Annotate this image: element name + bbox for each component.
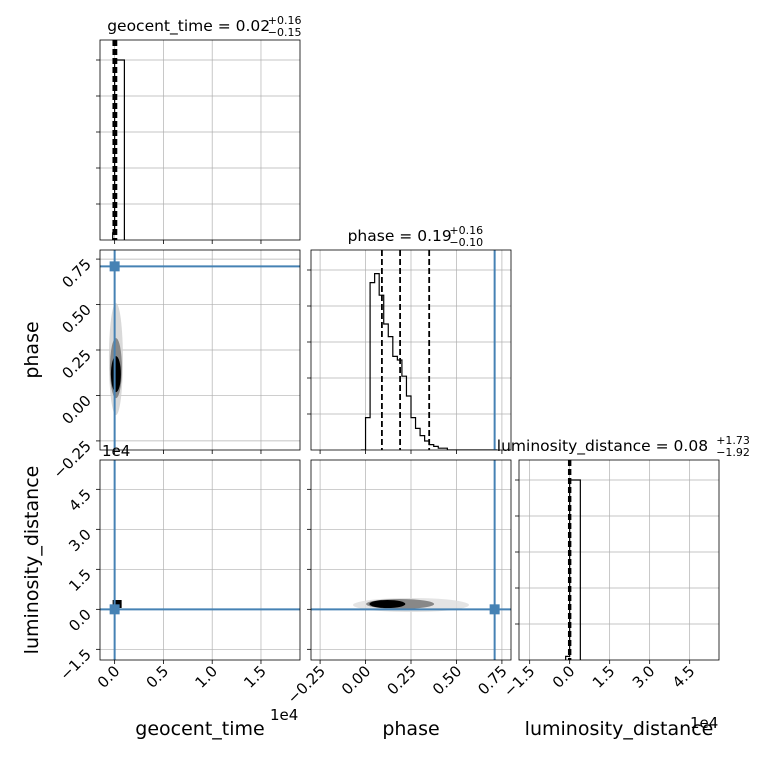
y-exponent-ld: 1e4 [102, 442, 130, 460]
panel-ld-vs-phase [307, 459, 512, 664]
truth-marker-2 [109, 604, 120, 615]
panel-ld-vs-geocent-time-content [100, 460, 300, 660]
panel-ld-content [519, 460, 719, 660]
panel-ld-vs-geocent-time [96, 459, 301, 664]
title-geocent-time-plus: +0.16 [268, 14, 302, 27]
ytick-label-ld-0: −1.5 [56, 645, 94, 683]
xtick-label-phase-3: 0.50 [429, 662, 465, 698]
axis-label-phase: phase [21, 321, 43, 378]
axis-label-ld: luminosity_distance [21, 466, 43, 655]
ytick-label-phase-4: 0.75 [58, 255, 94, 291]
ytick-label-phase-3: 0.50 [58, 301, 94, 337]
panel-phase-content [311, 250, 511, 450]
title-phase-plus: +0.16 [449, 224, 483, 237]
text-layer: geocent_time = 0.02+0.16−0.15−0.250.000.… [21, 14, 750, 740]
xtick-label-phase-0: −0.25 [284, 662, 329, 707]
xtick-label-ld-3: 3.0 [629, 662, 659, 692]
xtick-label-geocent-1: 0.5 [143, 662, 173, 692]
title-geocent-time: geocent_time = 0.02+0.16−0.15 [107, 14, 301, 39]
xtick-label-phase-2: 0.25 [383, 662, 419, 698]
histogram-phase [361, 273, 498, 450]
panel-geocent-time-border [99, 39, 301, 241]
title-geocent-time-main: geocent_time = 0.02 [107, 17, 270, 36]
truth-marker [109, 261, 120, 272]
ytick-label-phase-2: 0.25 [58, 346, 94, 382]
panel-ld-vs-geocent-time-border [99, 459, 301, 661]
ytick-label-phase-1: 0.00 [58, 392, 94, 428]
density-contour-inner [110, 356, 121, 393]
xtick-label-phase-1: 0.00 [338, 662, 374, 698]
ytick-label-phase-0: −0.25 [50, 437, 95, 482]
ytick-label-ld-1: 0.0 [65, 605, 95, 635]
xtick-label-geocent-0: 0.0 [94, 662, 124, 692]
panel-ld-vs-phase-content [311, 460, 511, 660]
axis-label-ld-x: luminosity_distance [525, 718, 714, 740]
x-exponent-ld: 1e4 [690, 714, 718, 732]
truth-marker-3 [489, 604, 500, 615]
xtick-label-ld-4: 4.5 [669, 662, 699, 692]
ytick-label-ld-3: 3.0 [65, 525, 95, 555]
title-ld: luminosity_distance = 0.08 +1.73−1.92 [497, 434, 750, 459]
xtick-label-ld-1: 0.0 [549, 662, 579, 692]
panel-geocent-time-content [100, 40, 300, 240]
panel-phase-vs-geocent-time-content [100, 250, 300, 450]
title-phase: phase = 0.19+0.16−0.10 [348, 224, 484, 249]
density-contour-inner-2 [369, 600, 406, 608]
histogram-ld [565, 479, 581, 660]
xtick-label-geocent-3: 1.5 [240, 662, 270, 692]
title-ld-main: luminosity_distance = 0.08 [497, 437, 708, 456]
panel-geocent-time [96, 39, 301, 244]
title-phase-minus: −0.10 [449, 236, 483, 249]
axis-label-phase-x: phase [382, 718, 439, 740]
ytick-label-ld-4: 4.5 [65, 485, 95, 515]
panels-layer [96, 39, 720, 664]
title-ld-plus: +1.73 [716, 434, 750, 447]
title-phase-main: phase = 0.19 [348, 227, 452, 245]
xtick-label-ld-2: 1.5 [589, 662, 619, 692]
panel-phase [307, 249, 512, 454]
x-exponent-geocent: 1e4 [270, 706, 298, 724]
ytick-label-ld-2: 1.5 [65, 565, 95, 595]
panel-ld [515, 459, 720, 664]
density-core [112, 600, 122, 608]
xtick-label-geocent-2: 1.0 [191, 662, 221, 692]
panel-ld-border [518, 459, 720, 661]
title-geocent-time-minus: −0.15 [268, 26, 302, 39]
title-ld-minus: −1.92 [716, 446, 750, 459]
xtick-label-ld-0: −1.5 [500, 662, 538, 700]
axis-label-geocent-time: geocent_time [135, 718, 264, 740]
panel-phase-vs-geocent-time [96, 249, 301, 454]
